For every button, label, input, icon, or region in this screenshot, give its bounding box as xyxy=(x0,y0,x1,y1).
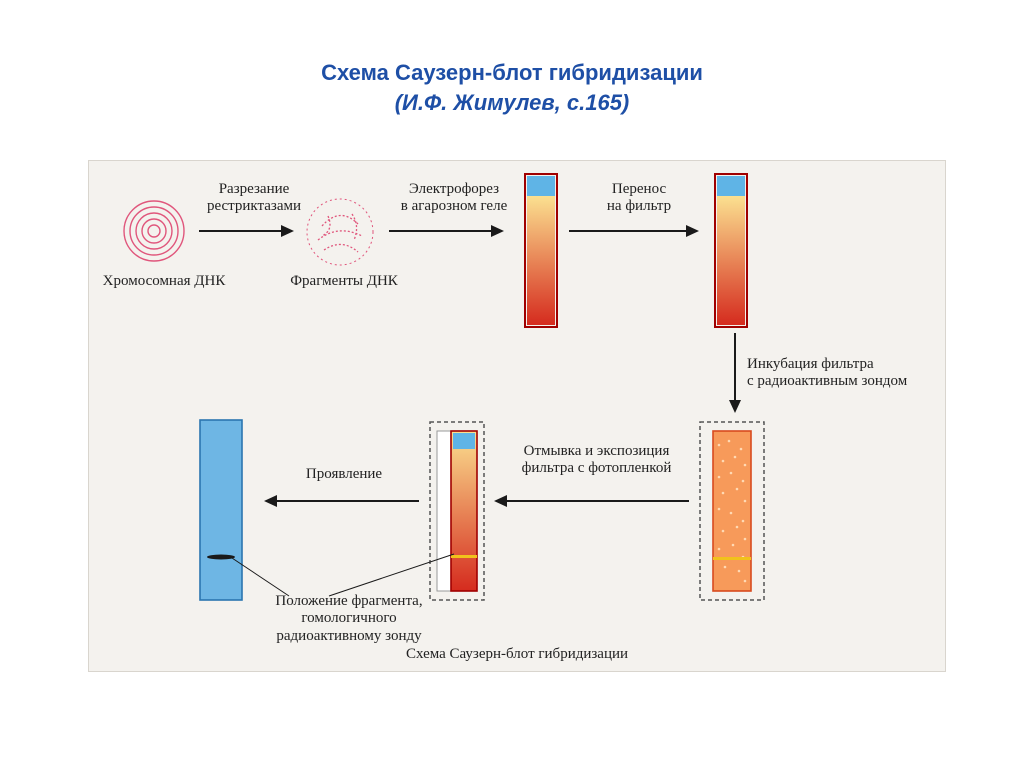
page-title: Схема Саузерн-блот гибридизации (И.Ф. Жи… xyxy=(0,58,1024,117)
label-band-position: Положение фрагмента,гомологичногорадиоак… xyxy=(239,593,459,645)
diagram-caption: Схема Саузерн-блот гибридизации xyxy=(89,646,945,663)
label-restriction: Разрезаниерестриктазами xyxy=(199,181,309,216)
filter-blot-icon xyxy=(714,173,748,328)
arrow-icon xyxy=(264,491,419,511)
arrow-icon xyxy=(494,491,689,511)
agarose-gel-icon xyxy=(524,173,558,328)
dna-fragments-icon xyxy=(304,196,376,268)
label-fragments: Фрагменты ДНК xyxy=(279,273,409,290)
label-develop: Проявление xyxy=(284,466,404,483)
title-line2: (И.Ф. Жимулев, с.165) xyxy=(395,90,630,115)
label-transfer: Переносна фильтр xyxy=(589,181,689,216)
incubated-filter-icon xyxy=(699,421,765,601)
arrow-icon xyxy=(569,221,699,241)
southern-blot-diagram: Хромосомная ДНК Разрезаниерестриктазами … xyxy=(88,160,946,672)
arrow-icon xyxy=(725,333,745,413)
label-electrophoresis: Электрофорезв агарозном геле xyxy=(384,181,524,216)
label-wash-expose: Отмывка и экспозицияфильтра с фотопленко… xyxy=(499,443,694,478)
title-line1: Схема Саузерн-блот гибридизации xyxy=(321,60,703,85)
chromosomal-dna-icon xyxy=(119,196,189,266)
arrow-icon xyxy=(199,221,294,241)
arrow-icon xyxy=(389,221,504,241)
label-incubation: Инкубация фильтрас радиоактивным зондом xyxy=(747,356,937,391)
label-chromosomal-dna: Хромосомная ДНК xyxy=(89,273,239,290)
